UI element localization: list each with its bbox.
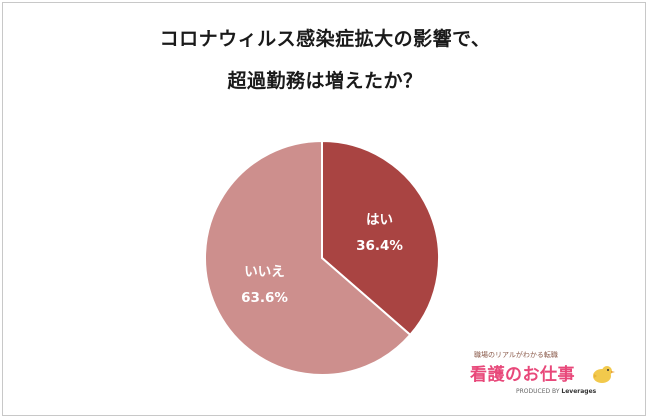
chart-title-line-2: 超過勤務は増えたか？ xyxy=(227,70,423,92)
slice-label-1: はい xyxy=(366,212,393,228)
bird-icon xyxy=(591,363,615,385)
pie-slice-1 xyxy=(321,139,440,337)
logo-byline-prefix: PRODUCED BY xyxy=(516,388,560,395)
logo-name: 看護のお仕事 xyxy=(470,365,575,385)
pie-slice-2 xyxy=(204,139,412,376)
slice-label-2: いいえ xyxy=(244,264,285,280)
slice-value-1: 36.4% xyxy=(356,238,403,254)
logo-byline-brand: Leverages xyxy=(561,388,597,395)
logo-tagline: 職場のリアルがわかる転職 xyxy=(474,351,558,359)
logo-byline: PRODUCED BY Leverages xyxy=(516,388,596,395)
chart-title-line-1: コロナウィルス感染症拡大の影響で、 xyxy=(159,28,491,50)
brand-logo[interactable]: 職場のリアルがわかる転職 看護のお仕事 PRODUCED BY Leverage… xyxy=(470,349,630,403)
slice-value-2: 63.6% xyxy=(241,290,288,306)
